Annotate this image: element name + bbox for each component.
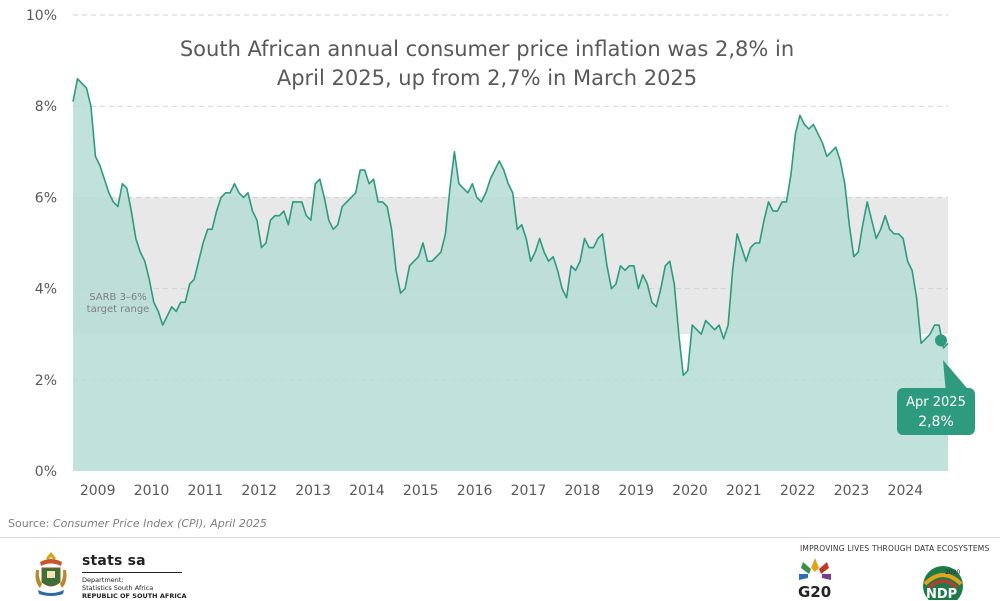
y-tick-label: 4% <box>35 282 57 298</box>
x-tick-label: 2024 <box>888 483 924 499</box>
x-tick-label: 2013 <box>295 483 331 499</box>
x-tick-label: 2023 <box>834 483 870 499</box>
y-tick-label: 10% <box>26 8 57 24</box>
target-band-label: SARB 3–6% target range <box>87 292 150 315</box>
callout-date: Apr 2025 <box>906 395 966 410</box>
x-tick-label: 2017 <box>511 483 547 499</box>
stats-sa-brand: stats sa <box>82 553 146 569</box>
tagline: IMPROVING LIVES THROUGH DATA ECOSYSTEMS <box>800 544 990 553</box>
callout-box <box>897 388 975 435</box>
footer-divider <box>0 537 1000 538</box>
source-note: Source: Consumer Price Index (CPI), Apri… <box>8 517 267 530</box>
cpi-line <box>72 78 949 377</box>
x-tick-label: 2016 <box>457 483 493 499</box>
y-tick-label: 6% <box>35 190 57 206</box>
x-tick-label: 2015 <box>403 483 439 499</box>
x-tick-label: 2021 <box>726 483 762 499</box>
x-tick-label: 2018 <box>564 483 600 499</box>
dept-line-3: REPUBLIC OF SOUTH AFRICA <box>82 592 187 600</box>
cpi-chart: SARB 3–6% target range 0% 2% 4% 6% 8% 10% 2009 2… <box>26 8 975 499</box>
x-tick-label: 2014 <box>349 483 385 499</box>
x-tick-label: 2020 <box>672 483 708 499</box>
x-tick-label: 2009 <box>80 483 116 499</box>
ndp-label: NDP <box>926 587 957 600</box>
stats-sa-block: stats sa Department: Statistics South Af… <box>82 553 187 600</box>
x-tick-label: 2012 <box>241 483 277 499</box>
stats-rule <box>82 572 182 573</box>
x-tick-label: 2019 <box>618 483 654 499</box>
chart-title: South African annual consumer price infl… <box>180 37 794 61</box>
g20-label: G20 <box>798 583 832 601</box>
ndp-year: 2030 <box>945 569 960 576</box>
latest-point <box>935 334 947 347</box>
x-tick-label: 2022 <box>780 483 816 499</box>
cpi-area <box>73 78 948 471</box>
callout-pointer <box>943 360 972 394</box>
g20-logo <box>799 558 831 580</box>
x-tick-label: 2011 <box>188 483 224 499</box>
dept-line-1: Department: <box>82 576 124 584</box>
ndp-logo: 2030 NDP <box>923 566 963 600</box>
callout-value: 2,8% <box>918 414 954 430</box>
y-tick-label: 8% <box>35 99 57 115</box>
chart-title: April 2025, up from 2,7% in March 2025 <box>277 66 697 90</box>
dept-line-2: Statistics South Africa <box>82 584 154 592</box>
y-tick-label: 0% <box>35 464 57 480</box>
coat-of-arms-logo <box>35 552 67 596</box>
x-tick-label: 2010 <box>134 483 170 499</box>
y-tick-label: 2% <box>35 373 57 389</box>
